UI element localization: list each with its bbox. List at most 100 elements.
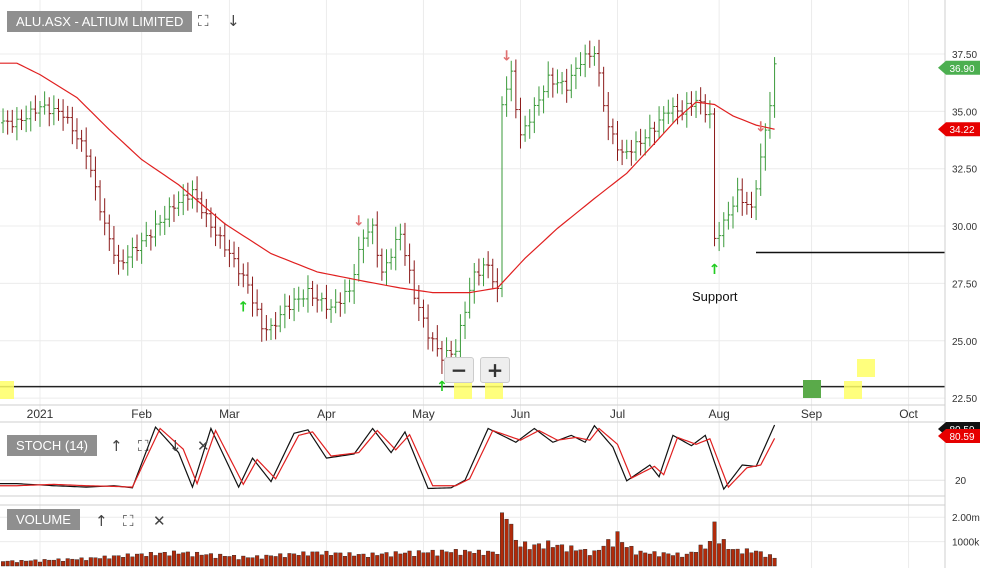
x-tick-label: Mar <box>219 407 240 421</box>
volume-bar <box>319 554 324 567</box>
annotation-marker[interactable] <box>857 359 875 377</box>
volume-bar <box>421 552 426 567</box>
close-icon[interactable]: ✕ <box>153 512 166 530</box>
volume-bar <box>513 539 518 567</box>
volume-bar <box>444 551 449 567</box>
volume-bar <box>70 558 75 567</box>
x-tick-label: Apr <box>317 407 336 421</box>
volume-bar <box>749 552 754 567</box>
volume-bar <box>342 556 347 567</box>
annotation-marker[interactable] <box>485 381 503 399</box>
zoom-in-button[interactable]: + <box>480 357 510 383</box>
volume-bar <box>560 544 565 567</box>
volume-bar <box>670 555 675 567</box>
x-tick-label: Sep <box>801 407 823 421</box>
volume-bar <box>684 553 689 567</box>
volume-bar <box>259 558 264 567</box>
annotation-marker[interactable] <box>454 381 472 399</box>
x-tick-label: Jul <box>610 407 625 421</box>
expand-icon[interactable]: ⛶ <box>123 512 134 530</box>
expand-icon[interactable]: ⛶ <box>198 12 209 30</box>
volume-bar <box>698 544 703 567</box>
volume-bar <box>763 556 768 567</box>
volume-bar <box>305 555 310 567</box>
support-annotation: Support <box>692 289 738 304</box>
volume-bar <box>282 557 287 567</box>
move-up-icon[interactable]: ↑ <box>95 512 108 530</box>
volume-bar <box>731 549 736 567</box>
arrow-down-icon[interactable]: ↓ <box>227 12 240 30</box>
stoch-panel-title: STOCH (14) <box>7 435 97 456</box>
volume-bar <box>389 556 394 567</box>
volume-bar <box>245 557 250 567</box>
volume-bar <box>47 559 52 567</box>
volume-bar <box>33 559 38 567</box>
annotation-marker[interactable] <box>0 381 14 399</box>
close-icon[interactable]: ✕ <box>197 437 210 455</box>
volume-bar <box>620 542 625 567</box>
volume-bar <box>139 553 144 567</box>
volume-bar <box>486 550 491 567</box>
volume-bar <box>121 557 126 567</box>
sell-signal-arrow: ↓ <box>755 120 767 136</box>
x-tick-label: May <box>412 407 435 421</box>
volume-bar <box>393 551 398 567</box>
volume-tick-label: 2.00m <box>952 513 980 524</box>
volume-bar <box>1 561 6 567</box>
volume-bar <box>523 541 528 567</box>
volume-bar <box>666 553 671 567</box>
y-tick-label: 35.00 <box>952 107 977 118</box>
volume-bar <box>527 549 532 567</box>
expand-icon[interactable]: ⛶ <box>138 437 149 455</box>
moving-average-line <box>0 62 775 294</box>
volume-bar <box>717 543 722 567</box>
volume-bar <box>495 554 500 567</box>
y-tick-label: 25.00 <box>952 337 977 348</box>
volume-bar <box>426 552 431 567</box>
volume-bar <box>546 540 551 567</box>
stoch-line-d <box>0 427 776 489</box>
volume-bar <box>107 558 112 567</box>
y-tick-label: 30.00 <box>952 222 977 233</box>
stoch-panel <box>0 424 945 491</box>
volume-bar <box>287 553 292 567</box>
volume-bar <box>361 553 366 567</box>
volume-bar <box>504 518 509 567</box>
volume-bar <box>402 552 407 567</box>
last-price-tag-text: 36.90 <box>949 64 974 75</box>
last-price-tag: 36.90 <box>938 60 980 75</box>
volume-bar <box>255 555 260 567</box>
volume-bar <box>633 554 638 567</box>
volume-bar <box>458 554 463 567</box>
volume-bar <box>301 551 306 567</box>
move-up-icon[interactable]: ↑ <box>110 437 123 455</box>
volume-bar <box>754 550 759 567</box>
volume-bar <box>435 555 440 567</box>
volume-bar <box>597 549 602 567</box>
volume-bar <box>51 559 56 567</box>
volume-bar <box>162 552 167 567</box>
move-down-icon[interactable]: ↓ <box>169 437 182 455</box>
sell-signal-arrow: ↓ <box>501 48 513 64</box>
annotation-marker[interactable] <box>844 381 862 399</box>
volume-bar <box>324 550 329 567</box>
volume-bar <box>370 552 375 567</box>
volume-bar <box>278 553 283 567</box>
zoom-out-button[interactable]: − <box>444 357 474 383</box>
sell-signal-arrow: ↓ <box>353 214 365 230</box>
volume-bar <box>472 553 477 567</box>
volume-bar <box>772 557 777 567</box>
volume-bar <box>176 553 181 567</box>
buy-signal-arrow: ↑ <box>436 379 448 395</box>
x-tick-label: Aug <box>708 407 729 421</box>
volume-bar <box>56 558 61 567</box>
volume-bar <box>10 560 15 567</box>
volume-bar <box>610 546 615 567</box>
volume-bar <box>144 556 149 567</box>
volume-bar <box>449 552 454 567</box>
event-marker[interactable] <box>803 380 821 398</box>
volume-bar <box>185 551 190 567</box>
chart-title: ALU.ASX - ALTIUM LIMITED <box>7 11 193 32</box>
volume-bar <box>657 556 662 567</box>
